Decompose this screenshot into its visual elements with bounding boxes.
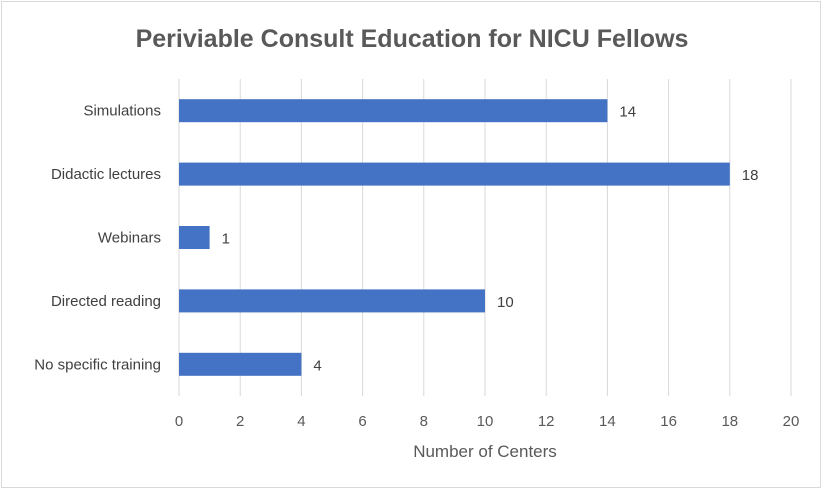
x-tick-label: 16 xyxy=(660,413,677,430)
data-label: 18 xyxy=(742,167,759,184)
bar-no-specific-training xyxy=(179,352,302,376)
category-labels: Simulations Didactic lectures Webinars Dire… xyxy=(34,103,161,374)
x-tick-label: 10 xyxy=(477,413,494,430)
category-label: No specific training xyxy=(34,356,161,373)
x-axis-title: Number of Centers xyxy=(413,442,557,461)
data-labels: 14 18 1 10 4 xyxy=(222,104,759,375)
bar-didactic-lectures xyxy=(179,162,730,186)
x-tick-label: 14 xyxy=(599,413,616,430)
chart-title: Periviable Consult Education for NICU Fe… xyxy=(136,25,689,53)
x-tick-label: 12 xyxy=(538,413,555,430)
bar-simulations xyxy=(179,99,608,123)
data-label: 4 xyxy=(313,357,321,374)
data-label: 1 xyxy=(222,231,230,248)
category-label: Simulations xyxy=(83,103,161,120)
x-tick-label: 4 xyxy=(297,413,305,430)
x-tick-labels: 0 2 4 6 8 10 12 14 16 18 20 xyxy=(175,413,800,430)
category-label: Directed reading xyxy=(51,293,161,310)
x-tick-label: 18 xyxy=(721,413,738,430)
category-label: Webinars xyxy=(98,230,161,247)
x-tick-label: 2 xyxy=(236,413,244,430)
gridlines xyxy=(178,79,792,396)
category-label: Didactic lectures xyxy=(51,166,161,183)
data-label: 14 xyxy=(619,104,636,121)
bar-webinars xyxy=(179,226,210,249)
x-tick-label: 6 xyxy=(358,413,366,430)
data-label: 10 xyxy=(497,294,514,311)
bar-directed-reading xyxy=(179,289,485,313)
x-tick-label: 8 xyxy=(420,413,428,430)
bars xyxy=(179,99,730,376)
x-tick-label: 20 xyxy=(783,413,800,430)
x-tick-label: 0 xyxy=(175,413,183,430)
